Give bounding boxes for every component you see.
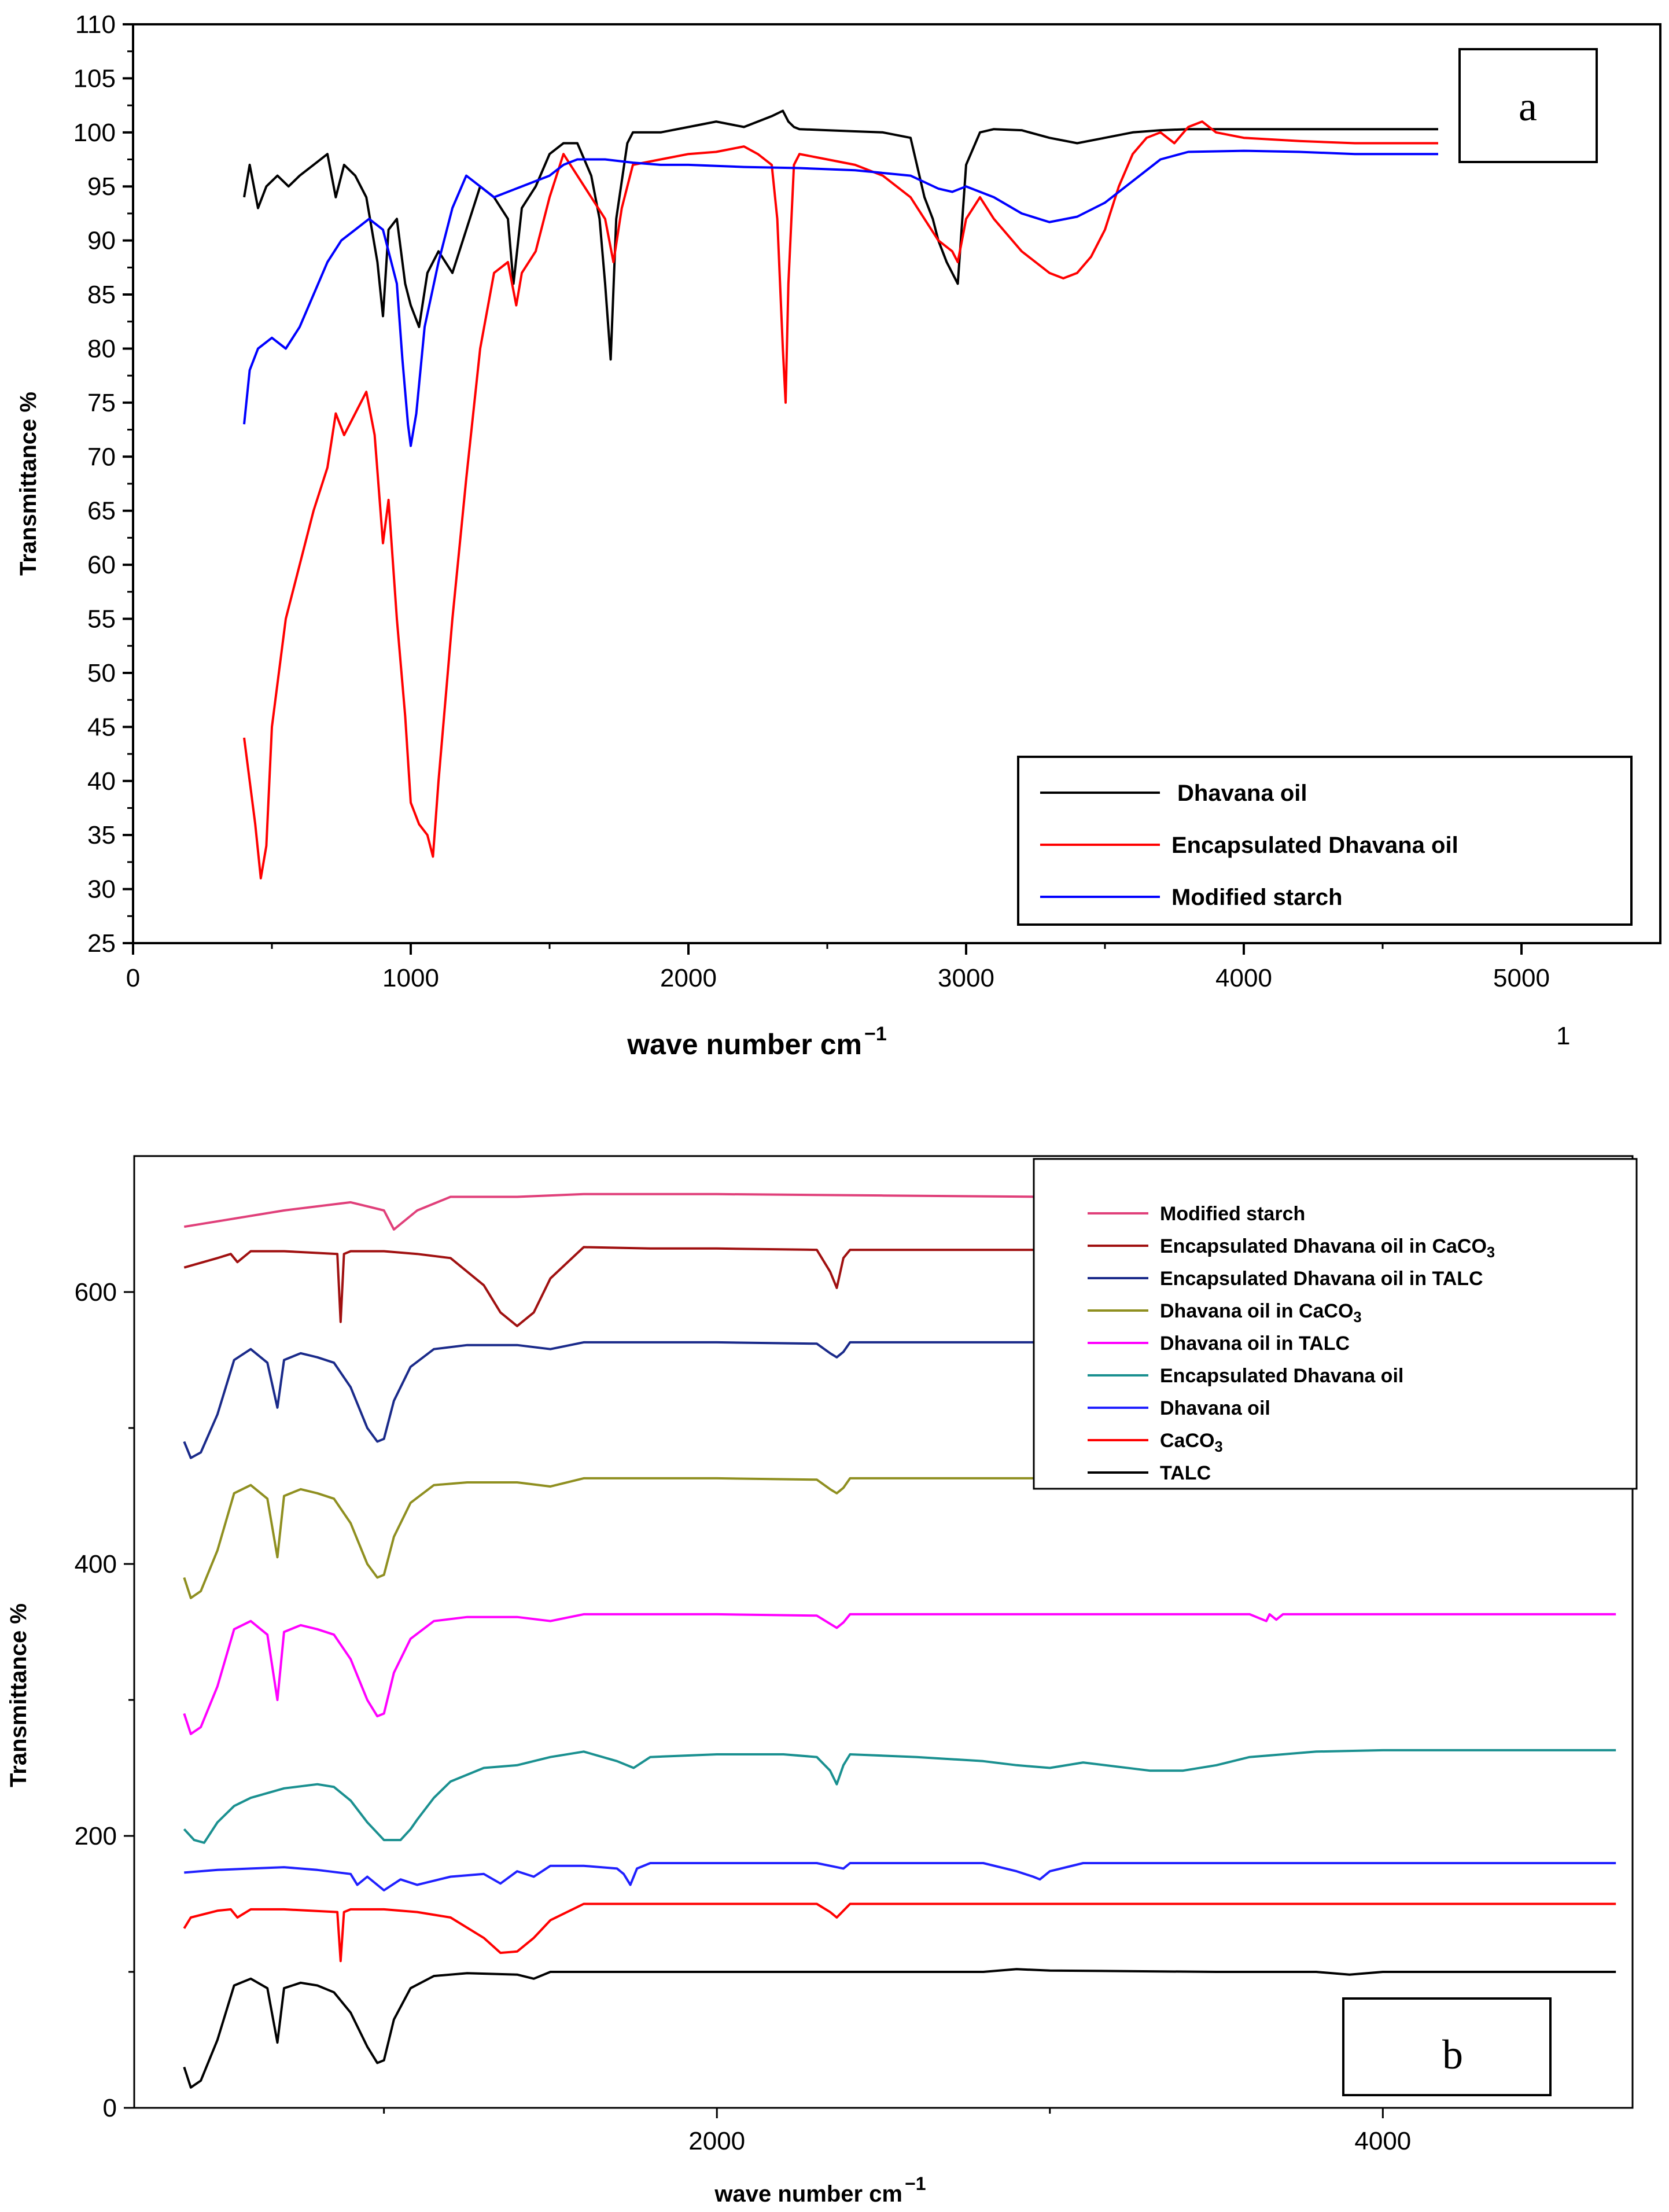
panel-b-legend-label: Modified starch [1160,1203,1305,1225]
panel-b-legend-label: CaCO3 [1160,1430,1223,1455]
panel-a-y-tick-label: 50 [87,659,116,687]
panel-a-y-tick-label: 110 [75,10,116,39]
panel-b-legend-label: Dhavana oil in CaCO3 [1160,1300,1362,1326]
panel-b-legend-label: Dhavana oil in TALC [1160,1333,1350,1355]
panel-b-y-axis-title: Transmittance % [6,1603,31,1787]
panel-b-series-encapsulated-dhavana-oil [183,1749,1616,1844]
panel-a-y-tick-label: 85 [87,281,116,309]
panel-a-y-tick-label: 105 [73,64,116,93]
panel-b-x-axis-title: wave number cm [714,2181,902,2207]
panel-b-legend-label: Encapsulated Dhavana oil in CaCO3 [1160,1235,1495,1261]
panel-a-y-tick-label: 100 [73,119,116,147]
panel-b-series-caco3 [183,1902,1616,1963]
panel-a-x-tick-label: 3000 [938,964,994,992]
panel-a-y-tick-label: 90 [87,227,116,255]
panel-b-series-dhavana-oil-in-talc [183,1613,1616,1735]
panel-a-y-tick-label: 80 [87,334,116,363]
panel-a-legend-label: Dhavana oil [1177,781,1307,806]
panel-b-chart: 0 200 400 600 2000 4000 Transmittance % wave … [6,1155,1638,2207]
panel-a-y-tick-label: 45 [87,713,116,741]
panel-b-y-tick-label: 200 [75,1822,117,1850]
panel-a-y-tick-label: 60 [87,551,116,579]
panel-a-x-tick-label: 0 [126,964,140,992]
panel-a-y-tick-label: 25 [87,929,116,958]
panel-a-legend-label: Modified starch [1171,885,1343,910]
panel-a-y-tick-label: 35 [87,821,116,849]
panel-b-x-tick-label: 4000 [1354,2127,1411,2155]
panel-b-label: b [1442,2031,1463,2078]
panel-a-y-tick-label: 70 [87,443,116,471]
panel-a-y-tick-label: 30 [87,875,116,904]
panel-a-y-tick-label: 55 [87,605,116,634]
panel-b-series-encapsulated-dhavana-oil-in-talc [183,1341,1050,1459]
panel-b-legend-label: TALC [1160,1462,1211,1484]
panel-a-chart: 2530354045505560657075808590951001051100… [16,10,1661,1061]
panel-b-plot-frame [133,1155,1634,2109]
panel-b-series-modified-starch [183,1193,1050,1231]
panel-b-x-axis-title-sup: −1 [905,2173,926,2194]
panel-b-series-encapsulated-dhavana-oil-in-caco3 [183,1246,1050,1327]
panel-a-series-modified-starch [243,149,1438,447]
panel-a-x-axis-title: wave number cm [627,1028,862,1061]
panel-b-y-tick-label: 0 [103,2094,117,2122]
panel-a-series-encapsulated-dhavana-oil [243,120,1438,879]
panel-a-y-tick-label: 95 [87,172,116,201]
panel-b-y-tick-label: 400 [75,1550,117,1578]
panel-b-label-box [1342,1997,1552,2096]
panel-a-x-tick-label: 1000 [382,964,439,992]
panel-b-legend-label: Dhavana oil [1160,1397,1270,1419]
panel-b-legend-label: Encapsulated Dhavana oil [1160,1365,1403,1387]
panel-a-x-tick-label: 2000 [660,964,717,992]
panel-a-y-tick-label: 40 [87,767,116,796]
panel-b-series-dhavana-oil-in-caco3 [183,1477,1050,1599]
panel-a-y-axis-title: Transmittance % [16,392,41,576]
panel-b-y-tick-label: 600 [75,1278,117,1306]
panel-b-x-tick-label: 2000 [688,2127,745,2155]
panel-a-y-tick-label: 75 [87,389,116,417]
panel-a-x-tick-label: 5000 [1493,964,1550,992]
panel-a-label: a [1519,83,1537,130]
panel-a-series-dhavana-oil [243,109,1438,361]
panel-b-series-dhavana-oil [184,1862,1616,1891]
panel-b-legend-label: Encapsulated Dhavana oil in TALC [1160,1268,1483,1290]
panel-a-x-axis-title-sup: −1 [864,1023,887,1045]
panel-b-series-talc [183,1968,1616,2089]
panel-a-label-box [1458,48,1598,163]
panel-a-footnote: 1 [1556,1022,1570,1050]
panel-a-x-tick-label: 4000 [1215,964,1272,992]
panel-a-y-tick-label: 65 [87,497,116,525]
panel-a-legend-label: Encapsulated Dhavana oil [1171,833,1458,858]
